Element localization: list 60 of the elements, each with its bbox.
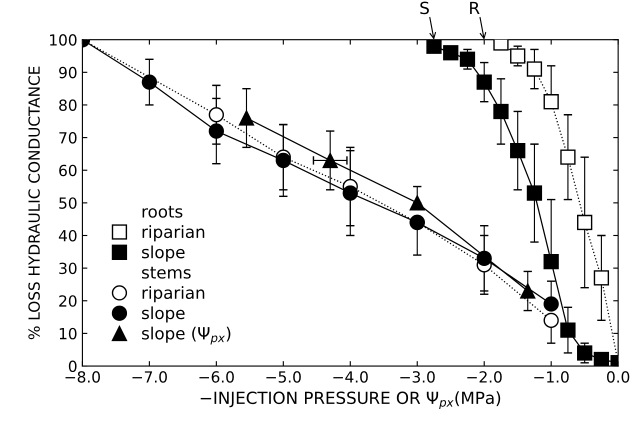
- y-tick-label: 70: [59, 132, 77, 144]
- point: [544, 254, 559, 270]
- point: [276, 152, 291, 168]
- y-axis-title: % LOSS HYDRAULIC CONDUCTANCE: [28, 66, 40, 340]
- point: [460, 52, 476, 67]
- y-tick-label: 50: [59, 197, 77, 209]
- point: [208, 123, 224, 139]
- point: [510, 48, 526, 64]
- x-tick-label: −8.0: [65, 371, 100, 383]
- point: [526, 61, 542, 77]
- y-tick-label: 20: [59, 295, 77, 307]
- annotation: S: [420, 2, 429, 14]
- x-tick-label: −2.0: [467, 371, 502, 383]
- point: [142, 74, 158, 90]
- legend-label: slope (Ψ$_{px}$): [142, 326, 230, 344]
- x-tick-label: −1.0: [534, 371, 569, 383]
- point: [594, 352, 610, 366]
- point: [476, 250, 492, 266]
- point: [520, 283, 536, 299]
- y-tick-label: 10: [60, 328, 77, 340]
- point: [577, 214, 592, 230]
- y-tick-label: 60: [59, 164, 77, 176]
- point: [476, 74, 492, 90]
- point: [426, 40, 442, 54]
- point: [208, 107, 224, 122]
- x-tick-label: −6.0: [199, 371, 234, 383]
- point: [560, 322, 576, 338]
- point: [238, 110, 254, 126]
- x-tick-label: 0.0: [607, 371, 630, 383]
- y-tick-label: 0: [68, 360, 77, 372]
- x-axis-title: −INJECTION PRESSURE OR Ψ$_{px}$(MPa): [200, 391, 500, 410]
- x-tick-label: −7.0: [132, 371, 167, 383]
- legend-label: slope: [142, 245, 185, 262]
- legend-label: riparian: [142, 225, 204, 242]
- annotation: stems: [142, 266, 191, 279]
- point: [493, 104, 509, 120]
- annotation: R: [470, 2, 480, 14]
- y-tick-label: 80: [59, 99, 77, 111]
- point: [443, 45, 458, 60]
- point: [410, 195, 425, 210]
- y-tick-label: 30: [59, 262, 77, 274]
- y-tick-label: 40: [58, 230, 77, 242]
- point: [560, 150, 576, 165]
- point: [322, 152, 338, 168]
- annotation: roots: [142, 206, 182, 218]
- point: [544, 296, 559, 312]
- y-tick-label: 100: [50, 34, 77, 46]
- point: [342, 185, 358, 201]
- legend-label: slope: [142, 306, 185, 323]
- x-tick-label: −5.0: [266, 371, 301, 383]
- point: [526, 185, 542, 201]
- point: [594, 270, 610, 286]
- x-tick-label: −3.0: [400, 371, 435, 383]
- point: [544, 312, 559, 328]
- y-tick-label: 90: [59, 66, 77, 78]
- point: [577, 345, 592, 361]
- point: [544, 94, 559, 110]
- point: [510, 143, 526, 158]
- x-tick-label: −4.0: [333, 371, 368, 383]
- legend-label: riparian: [142, 286, 204, 302]
